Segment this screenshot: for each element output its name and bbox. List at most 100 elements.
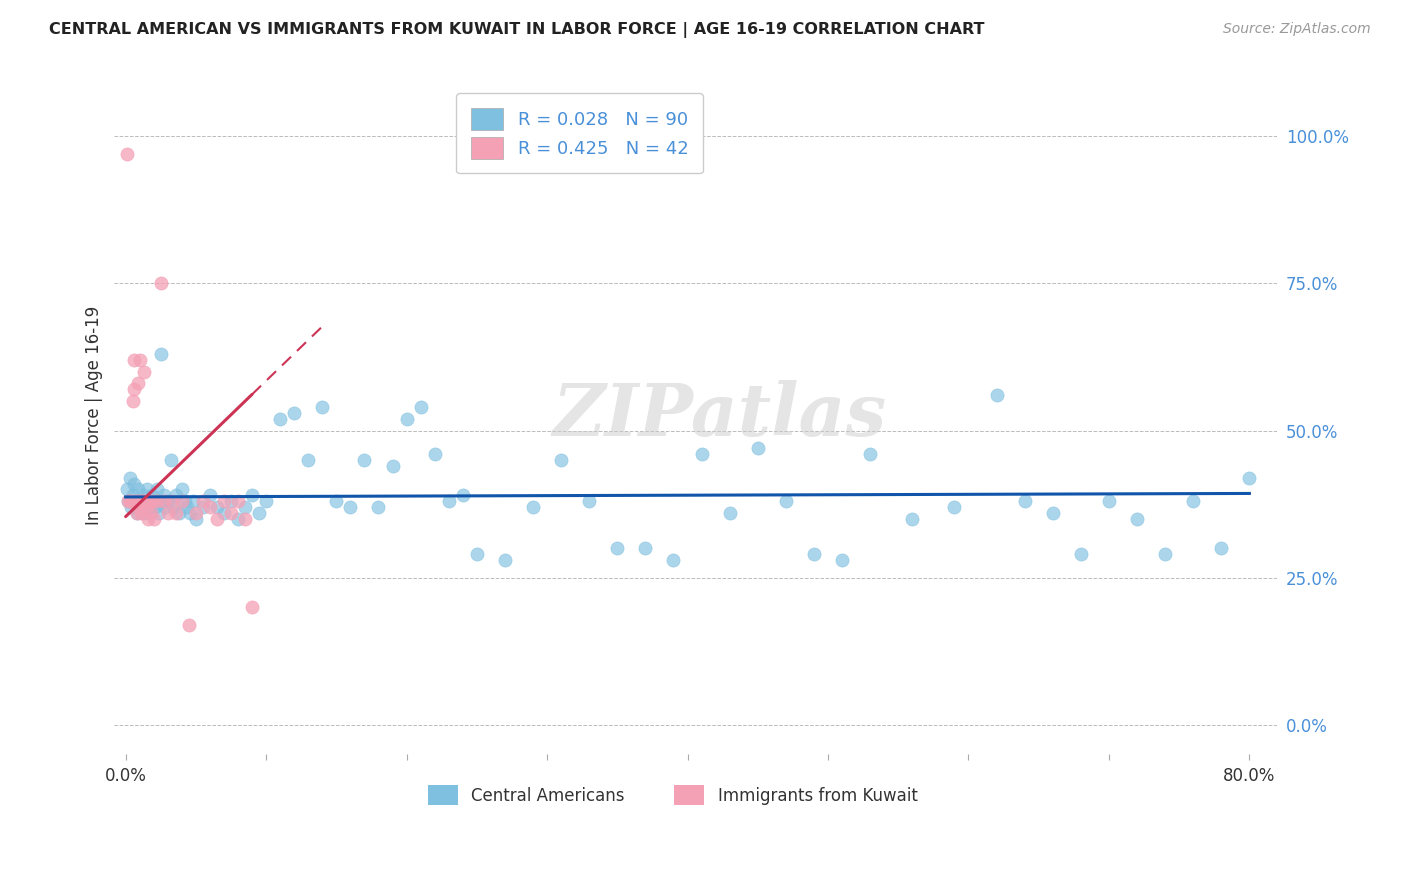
Point [831, 553, 853, 567]
Point [128, 352, 150, 367]
Point [859, 447, 882, 461]
Point [409, 400, 432, 414]
Point [135, 483, 157, 497]
Point [117, 494, 139, 508]
Point [138, 494, 160, 508]
Point [156, 494, 179, 508]
Point [1239, 470, 1261, 484]
Point [134, 494, 156, 508]
Point [139, 506, 162, 520]
Point [125, 506, 148, 520]
Point [522, 500, 544, 514]
Point [118, 494, 141, 508]
Point [162, 500, 184, 514]
Point [128, 494, 150, 508]
Point [198, 500, 221, 514]
Point [131, 488, 153, 502]
Point [153, 500, 176, 514]
Point [160, 494, 183, 508]
Point [247, 506, 270, 520]
Point [127, 494, 149, 508]
Point [191, 500, 214, 514]
Point [117, 494, 139, 508]
Point [115, 483, 138, 497]
Point [138, 494, 160, 508]
Point [120, 494, 142, 508]
Point [149, 277, 172, 291]
Point [129, 506, 152, 520]
Point [120, 500, 142, 514]
Point [145, 483, 167, 497]
Text: CENTRAL AMERICAN VS IMMIGRANTS FROM KUWAIT IN LABOR FORCE | AGE 16-19 CORRELATIO: CENTRAL AMERICAN VS IMMIGRANTS FROM KUWA… [49, 22, 984, 38]
Point [986, 388, 1008, 402]
Point [135, 500, 157, 514]
Point [150, 494, 173, 508]
Point [177, 617, 200, 632]
Point [233, 500, 256, 514]
Point [1014, 494, 1036, 508]
Point [132, 365, 155, 379]
Point [167, 506, 190, 520]
Point [226, 512, 249, 526]
Point [803, 547, 825, 561]
Point [141, 488, 163, 502]
Point [131, 494, 153, 508]
Y-axis label: In Labor Force | Age 16-19: In Labor Force | Age 16-19 [86, 306, 103, 525]
Point [121, 488, 143, 502]
Point [181, 494, 204, 508]
Point [118, 470, 141, 484]
Point [148, 506, 170, 520]
Point [125, 506, 148, 520]
Point [395, 411, 418, 425]
Point [1042, 506, 1064, 520]
Point [184, 506, 207, 520]
Point [233, 512, 256, 526]
Point [943, 500, 966, 514]
Point [690, 447, 713, 461]
Text: ZIPatlas: ZIPatlas [553, 380, 886, 451]
Point [423, 447, 446, 461]
Point [165, 488, 187, 502]
Point [226, 494, 249, 508]
Point [146, 494, 169, 508]
Point [775, 494, 797, 508]
Point [141, 494, 163, 508]
Point [353, 453, 375, 467]
Point [254, 494, 277, 508]
Point [1126, 512, 1149, 526]
Point [134, 494, 156, 508]
Point [128, 494, 150, 508]
Point [176, 500, 198, 514]
Point [198, 488, 221, 502]
Point [494, 553, 516, 567]
Point [901, 512, 924, 526]
Point [367, 500, 389, 514]
Point [212, 506, 235, 520]
Point [152, 494, 174, 508]
Point [578, 494, 600, 508]
Point [1070, 547, 1092, 561]
Point [136, 500, 159, 514]
Point [128, 500, 150, 514]
Point [115, 147, 138, 161]
Point [124, 494, 146, 508]
Point [143, 500, 166, 514]
Point [142, 512, 165, 526]
Point [127, 376, 149, 391]
Point [145, 494, 167, 508]
Point [550, 453, 572, 467]
Point [634, 541, 657, 556]
Point [451, 488, 474, 502]
Point [122, 352, 145, 367]
Point [662, 553, 685, 567]
Point [159, 453, 181, 467]
Point [173, 494, 195, 508]
Point [297, 453, 319, 467]
Text: Source: ZipAtlas.com: Source: ZipAtlas.com [1223, 22, 1371, 37]
Point [121, 394, 143, 409]
Point [283, 406, 305, 420]
Point [205, 512, 228, 526]
Point [191, 494, 214, 508]
Point [170, 494, 193, 508]
Point [1182, 494, 1205, 508]
